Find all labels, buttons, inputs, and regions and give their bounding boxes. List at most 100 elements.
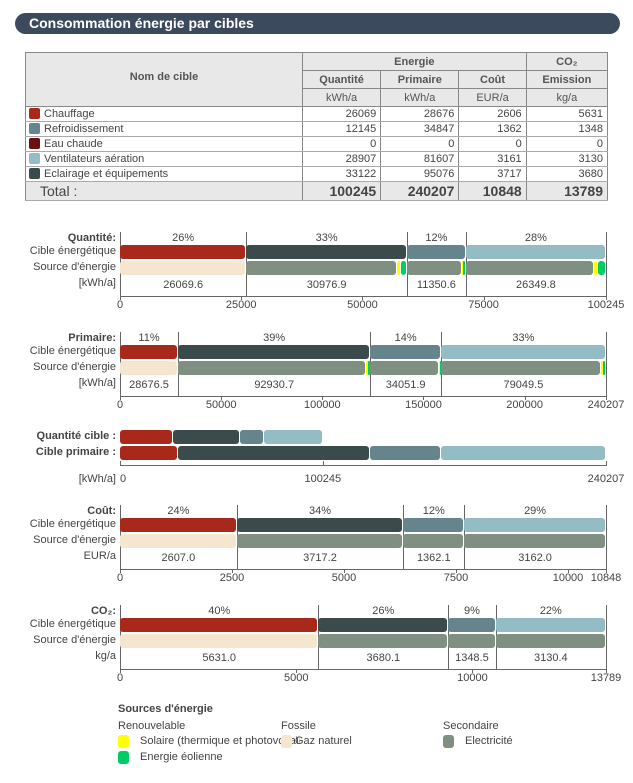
axis-line — [120, 569, 606, 570]
table-row: Chauffage 26069 28676 2606 5631 — [25, 106, 609, 122]
bar-cible — [465, 245, 605, 259]
tick-label: 0 — [116, 572, 124, 584]
color-swatch — [29, 108, 40, 119]
total-label: Total : — [25, 181, 303, 201]
bar-source-electricite — [403, 534, 464, 548]
tick — [472, 669, 474, 673]
energy-table: Nom de cible Energie CO₂ Quantité Primair… — [25, 52, 609, 201]
col-quantite: Quantité — [301, 70, 382, 89]
unit-label: kg/a — [95, 650, 116, 662]
tick-label: 50000 — [205, 399, 237, 411]
cible-name: Ventilateurs aération — [25, 151, 303, 167]
cell-value: 2606 — [458, 106, 527, 122]
legend-item: Electricité — [465, 735, 513, 747]
segment-divider — [605, 505, 607, 569]
legend-group: Fossile — [281, 720, 316, 732]
tick — [606, 669, 607, 673]
cell-value: 1348 — [525, 121, 609, 137]
bar-source-electricite — [464, 534, 605, 548]
pct-label: 34% — [308, 505, 332, 517]
value-label: 11350.6 — [416, 279, 456, 291]
bar-cible — [236, 518, 403, 532]
unit-label: [kWh/a] — [78, 277, 116, 289]
chart-title: Quantité: — [67, 232, 116, 244]
tick-label: 10848 — [590, 572, 622, 584]
bar-cible — [318, 618, 448, 632]
bar-cible — [406, 245, 465, 259]
comparison-label: Cible primaire : — [35, 446, 116, 458]
cell-value: 1362 — [458, 121, 527, 137]
cell-value: 3161 — [458, 151, 527, 167]
tick-label: 150000 — [405, 399, 442, 411]
bar-ventilateurs — [440, 446, 605, 460]
value-label: 28676.5 — [129, 379, 169, 391]
cell-value: 12145 — [301, 121, 382, 137]
col-emission: Emission — [525, 70, 609, 89]
value-label: 5631.0 — [202, 652, 237, 664]
segment-divider — [605, 232, 607, 296]
group-energie: Energie — [302, 52, 527, 71]
table-row: Refroidissement 12145 34847 1362 1348 — [25, 121, 609, 137]
tick-label: 10000 — [552, 572, 584, 584]
tick — [322, 461, 324, 466]
tick — [120, 396, 121, 400]
bar-source-electricite — [236, 534, 403, 548]
bar-refroidissement — [239, 430, 264, 444]
cell-value: 28907 — [301, 151, 382, 167]
value-label: 30976.9 — [306, 279, 347, 291]
unit-label: [kWh/a] — [78, 473, 116, 485]
table-row: Eau chaude 0 0 0 0 — [25, 136, 609, 152]
segment-divider — [606, 605, 607, 669]
axis-line — [120, 465, 606, 466]
legend-swatch-electricite — [443, 735, 454, 748]
cell-value: 0 — [380, 136, 460, 152]
color-swatch — [29, 168, 40, 179]
chart-title: Primaire: — [68, 332, 116, 344]
cell-value: 33122 — [301, 166, 382, 182]
pct-label: 26% — [372, 605, 395, 617]
legend-item: Gaz naturel — [295, 735, 352, 747]
chart-title: CO₂: — [90, 605, 116, 617]
value-label: 3680.1 — [366, 652, 401, 664]
bar-source-solaire — [600, 361, 603, 375]
tick — [322, 396, 324, 400]
tick — [120, 461, 121, 466]
tick-label: 240207 — [587, 473, 625, 485]
value-label: 1362.1 — [416, 552, 451, 564]
bar-source-solaire — [366, 361, 369, 375]
unit: kWh/a — [301, 88, 382, 107]
tick-label: 13789 — [590, 672, 622, 684]
bar-cible — [495, 618, 605, 632]
tick-label: 75000 — [468, 299, 499, 311]
bar-source-electricite — [178, 361, 366, 375]
color-swatch — [29, 123, 40, 134]
cell-value: 95076 — [380, 166, 460, 182]
bar-source-eolienne — [602, 361, 605, 375]
bar-cible — [448, 618, 495, 632]
tick-label: 2500 — [219, 572, 245, 584]
pct-label: 14% — [394, 332, 417, 344]
bar-cible — [370, 345, 440, 359]
bar-source-gaz — [120, 534, 236, 548]
legend-group: Renouvelable — [118, 720, 186, 732]
bar-chauffage — [120, 446, 178, 460]
col-primaire: Primaire — [380, 70, 460, 89]
bar-cible — [120, 518, 236, 532]
chart-title: Coût: — [87, 505, 116, 517]
bar-cible — [440, 345, 605, 359]
pct-label: 26% — [172, 232, 195, 244]
bar-source-electricite — [465, 261, 593, 275]
row-label-source: Source d'énergie — [33, 361, 116, 373]
cell-value: 5631 — [525, 106, 609, 122]
row-label-source: Source d'énergie — [33, 261, 116, 273]
table-row: Ventilateurs aération 28907 81607 3161 3130 — [25, 151, 609, 167]
pct-label: 33% — [315, 232, 338, 244]
legend-swatch-eolienne — [118, 751, 129, 764]
bar-cible — [120, 345, 178, 359]
bar-source-solaire — [396, 261, 400, 275]
pct-label: 28% — [524, 232, 547, 244]
tick-label: 0 — [116, 672, 124, 684]
col-cout: Coût — [458, 70, 527, 89]
tick-label: 10000 — [457, 672, 488, 684]
bar-source-electricite — [495, 634, 605, 648]
